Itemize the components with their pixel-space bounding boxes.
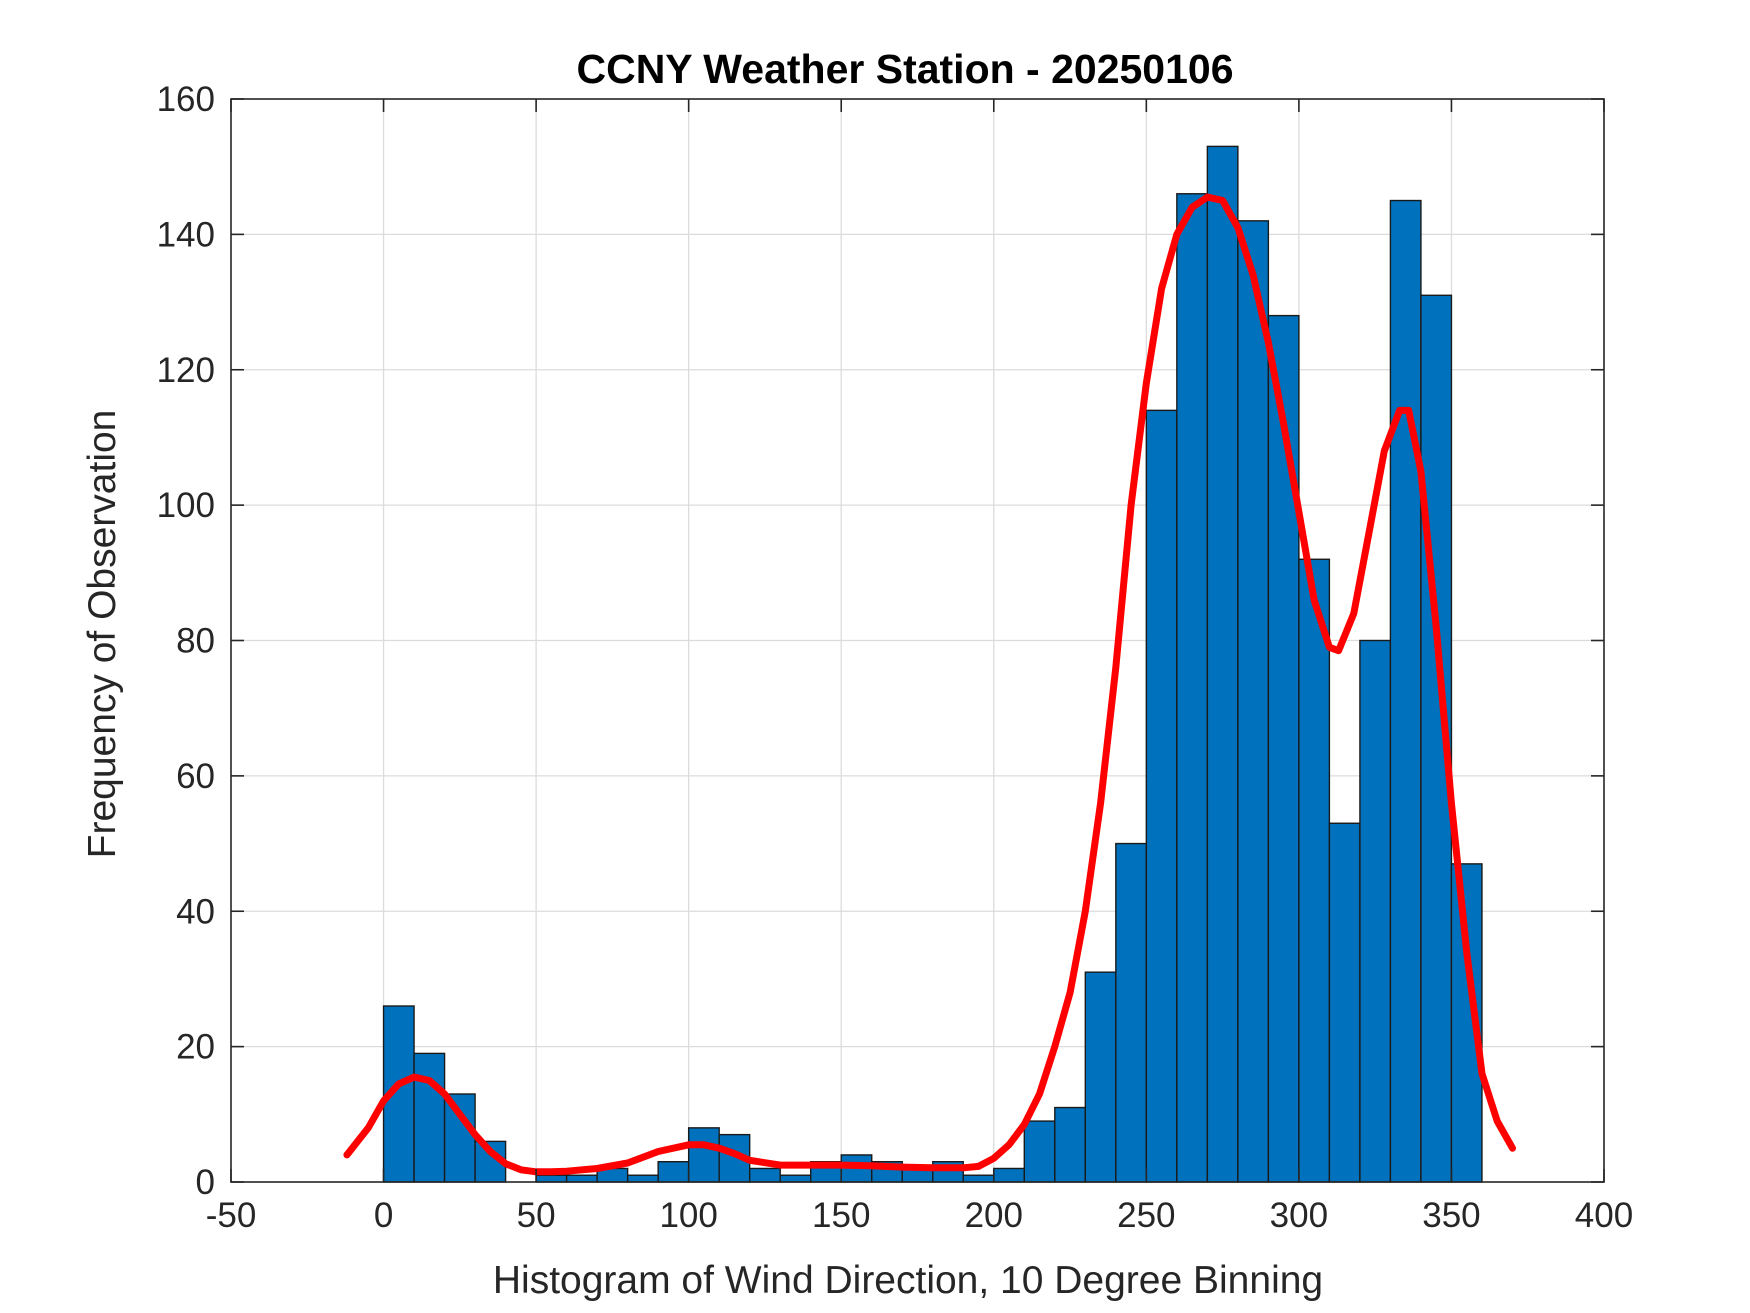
x-tick-label: 400 xyxy=(1575,1196,1633,1235)
y-tick-label: 140 xyxy=(157,215,215,254)
y-tick-label: 20 xyxy=(176,1028,215,1067)
y-tick-label: 80 xyxy=(176,622,215,661)
histogram-bar xyxy=(1176,193,1209,1183)
density-fit-line xyxy=(343,193,1516,1176)
histogram-bar xyxy=(1084,971,1117,1183)
histogram-bar xyxy=(1359,639,1392,1183)
histogram-bar xyxy=(1145,409,1178,1183)
histogram-bar xyxy=(535,1174,568,1183)
histogram-bar xyxy=(657,1160,690,1183)
density-curve-layer xyxy=(343,193,1516,1176)
histogram-bar xyxy=(1054,1106,1087,1183)
x-tick-label: 100 xyxy=(659,1196,717,1235)
x-tick-label: 150 xyxy=(812,1196,870,1235)
histogram-bar xyxy=(962,1174,995,1183)
y-tick-labels: 0 20 40 60 80 100 120 140 160 xyxy=(157,80,215,1202)
x-tick-label: 0 xyxy=(374,1196,393,1235)
histogram-bar xyxy=(565,1174,598,1183)
axis-ticks xyxy=(230,98,1605,1183)
y-tick-label: 160 xyxy=(157,80,215,119)
x-tick-label: 50 xyxy=(517,1196,556,1235)
histogram-bar xyxy=(1267,314,1300,1183)
histogram-bar xyxy=(687,1127,720,1183)
x-tick-label: 350 xyxy=(1422,1196,1480,1235)
histogram-bar xyxy=(748,1167,781,1183)
histogram-bar xyxy=(1237,220,1270,1183)
x-tick-label: 300 xyxy=(1270,1196,1328,1235)
y-tick-label: 40 xyxy=(176,892,215,931)
x-axis-label: Histogram of Wind Direction, 10 Degree B… xyxy=(493,1259,1323,1302)
histogram-bar xyxy=(1389,199,1422,1183)
histogram-bar xyxy=(626,1174,659,1183)
x-tick-label: -50 xyxy=(206,1196,257,1235)
histogram-bar xyxy=(1298,558,1331,1183)
y-axis-label: Frequency of Observation xyxy=(81,410,124,859)
y-tick-label: 0 xyxy=(196,1163,215,1202)
x-tick-label: 200 xyxy=(965,1196,1023,1235)
histogram-bar xyxy=(1328,822,1361,1183)
y-tick-label: 100 xyxy=(157,486,215,525)
histogram-bar xyxy=(1206,145,1239,1183)
x-tick-label: 250 xyxy=(1117,1196,1175,1235)
chart-title: CCNY Weather Station - 20250106 xyxy=(576,46,1233,92)
y-tick-label: 60 xyxy=(176,757,215,796)
histogram-bar xyxy=(443,1093,476,1183)
y-tick-label: 120 xyxy=(157,351,215,390)
histogram-bar xyxy=(1115,842,1148,1183)
histogram-bar xyxy=(413,1052,446,1183)
histogram-bar xyxy=(993,1167,1025,1183)
x-tick-labels: -50 0 50 100 150 200 250 300 350 400 xyxy=(206,1196,1634,1235)
histogram-bar xyxy=(1023,1120,1056,1183)
histogram-bar xyxy=(779,1174,812,1183)
